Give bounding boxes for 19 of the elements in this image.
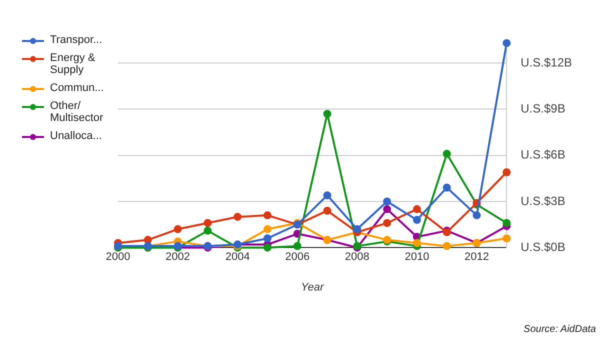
- legend-label: Unalloca...: [50, 130, 102, 142]
- x-tick-label: 2008: [344, 251, 370, 264]
- legend-label: Transpor...: [50, 34, 102, 46]
- y-tick-label: U.S.$9B: [520, 102, 566, 116]
- source-note: Source: AidData: [524, 324, 596, 335]
- y-tick-label: U.S.$12B: [520, 55, 572, 70]
- x-tick-label: 2006: [285, 251, 310, 264]
- x-tick-label: 2002: [166, 251, 190, 264]
- legend-label: Commun...: [50, 82, 104, 94]
- y-tick-label: U.S.$3B: [520, 194, 566, 208]
- x-tick-label: 2004: [225, 251, 250, 264]
- x-tick-label: 2010: [404, 251, 430, 264]
- x-tick-label: 2000: [106, 251, 130, 264]
- legend-label: Energy & Supply: [50, 52, 96, 76]
- y-tick-label: U.S.$0B: [520, 240, 566, 254]
- x-tick-label: 2012: [464, 251, 489, 264]
- x-axis-title: Year: [301, 281, 325, 294]
- legend-label: Other/ Multisector: [50, 100, 104, 124]
- y-tick-label: U.S.$6B: [520, 148, 566, 162]
